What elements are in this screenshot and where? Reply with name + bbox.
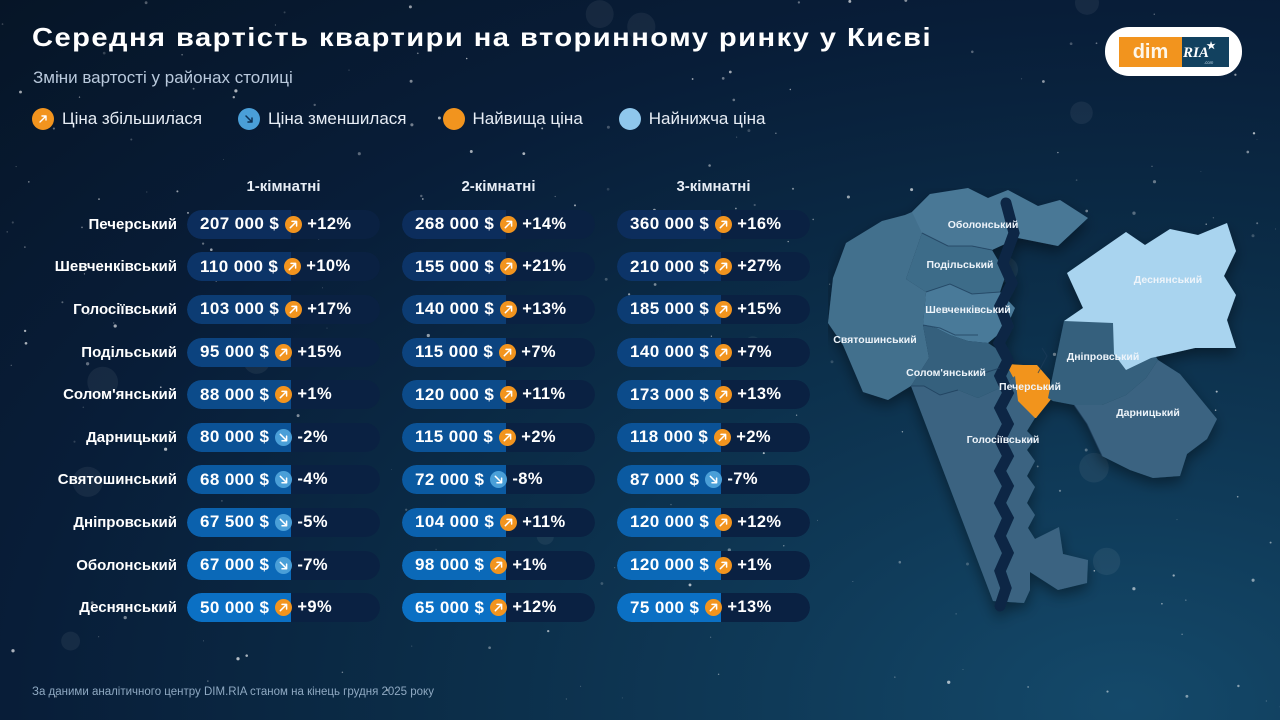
svg-text:Подільський: Подільський (927, 259, 994, 271)
svg-text:RIA: RIA (1182, 45, 1209, 61)
svg-text:Голосіївський: Голосіївський (967, 434, 1040, 446)
svg-text:.com: .com (1204, 60, 1214, 65)
svg-text:Дніпровський: Дніпровський (1067, 351, 1140, 363)
svg-text:Деснянський: Деснянський (1134, 274, 1202, 286)
svg-text:Шевченківський: Шевченківський (925, 304, 1011, 316)
svg-text:Оболонський: Оболонський (948, 219, 1019, 231)
svg-text:Солом'янський: Солом'янський (906, 367, 986, 379)
svg-text:Печерський: Печерський (999, 381, 1061, 393)
svg-text:Святошинський: Святошинський (833, 334, 916, 346)
svg-text:Дарницький: Дарницький (1116, 407, 1180, 419)
